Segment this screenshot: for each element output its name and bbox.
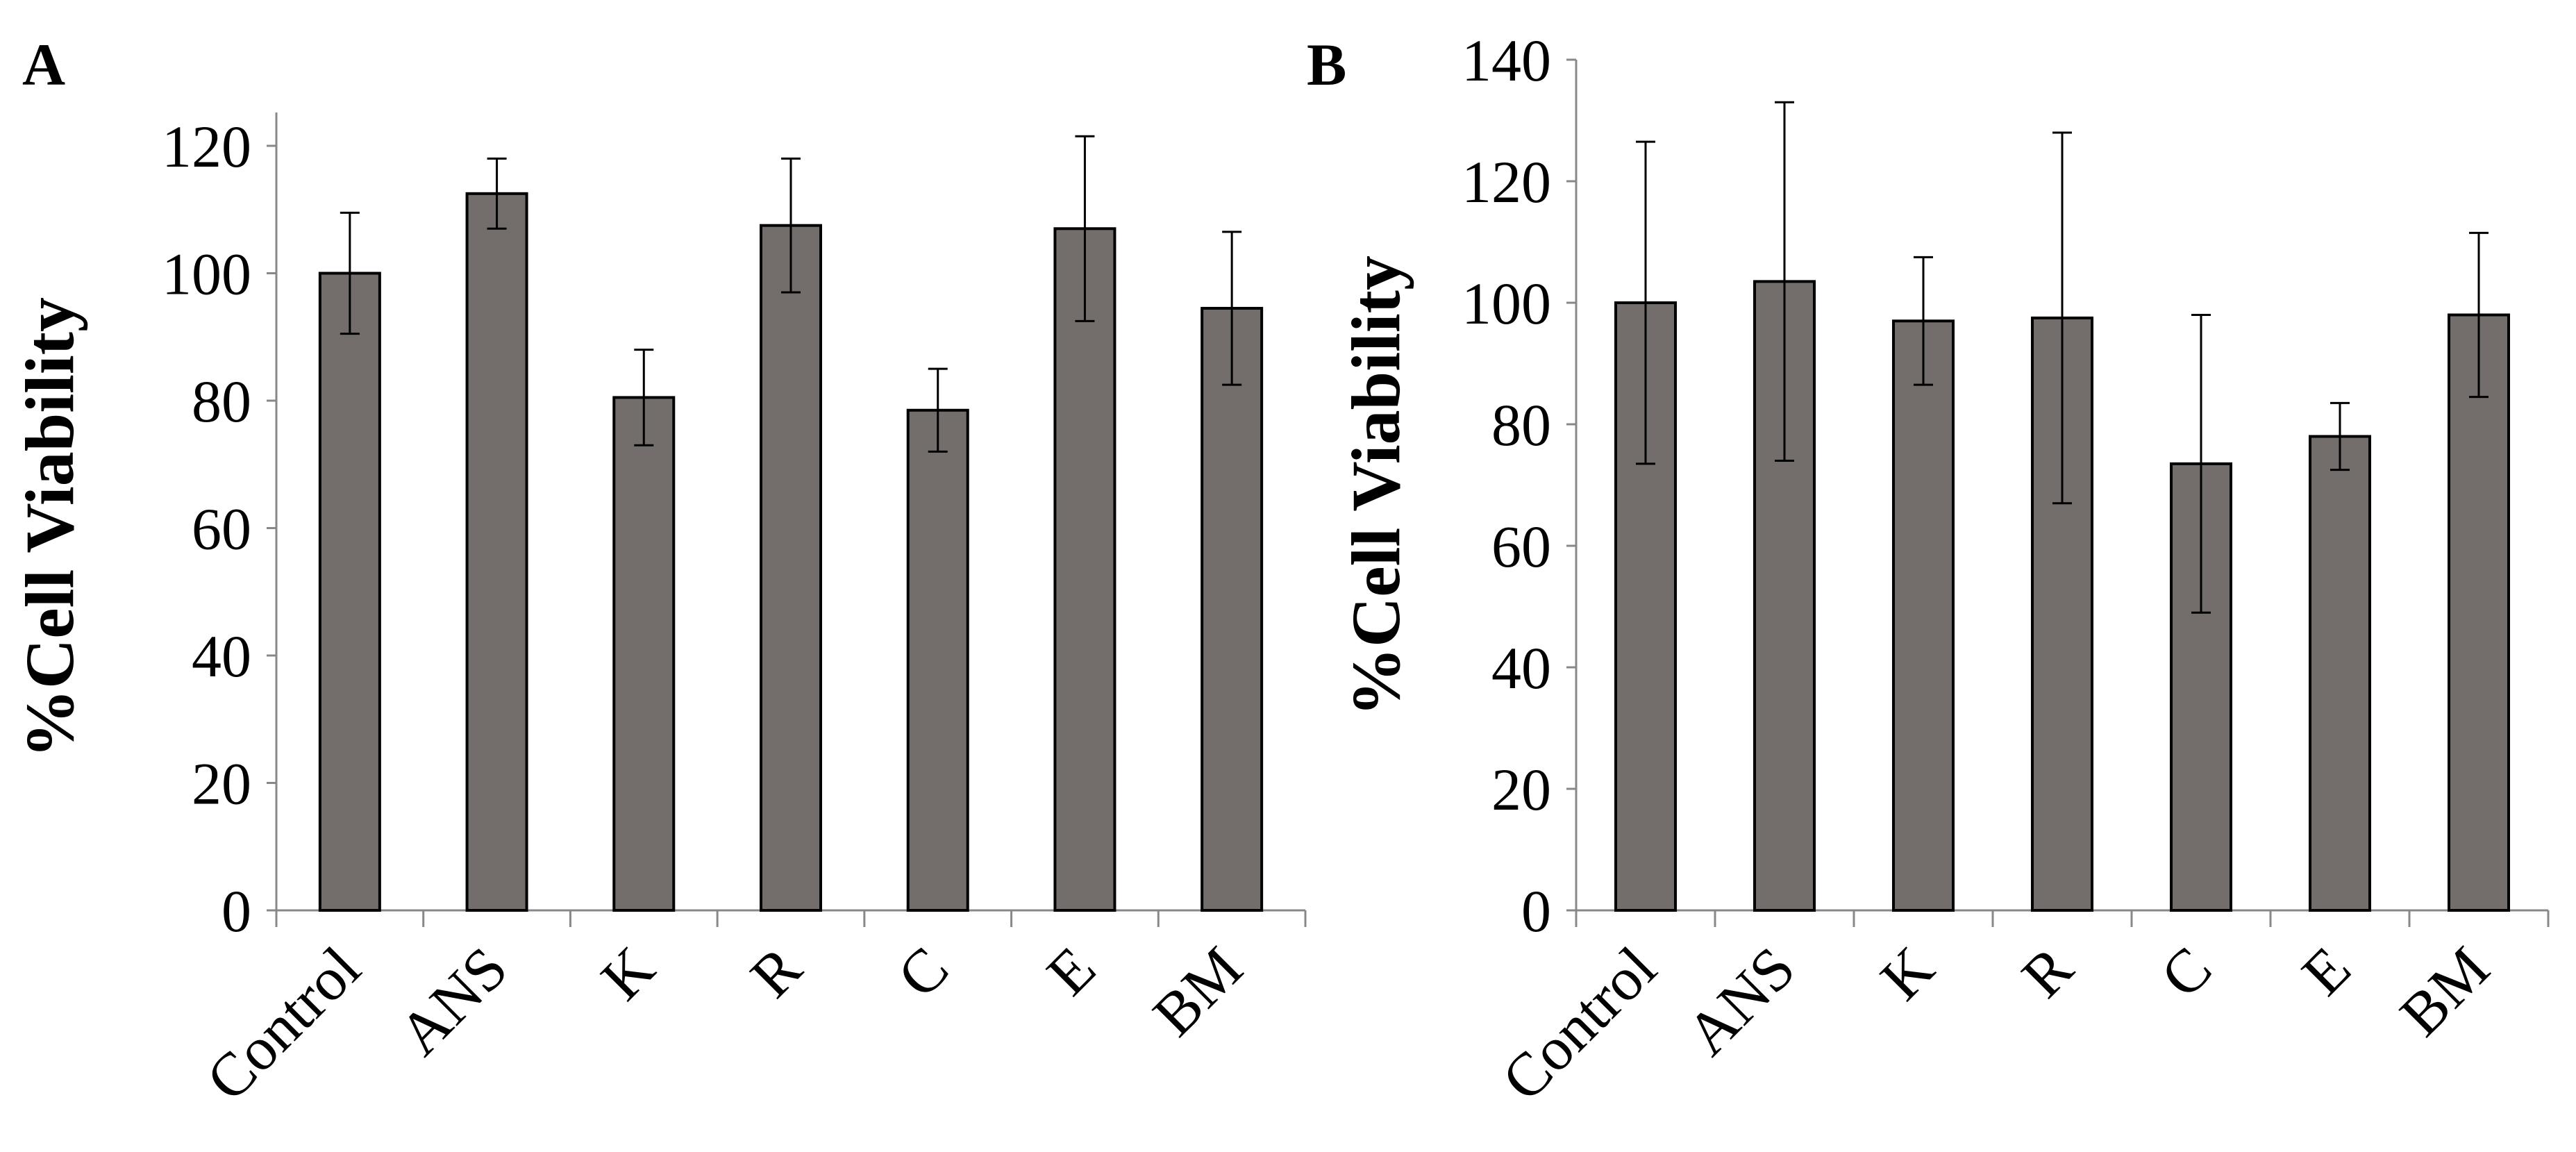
bar-bm	[2448, 313, 2510, 912]
y-tick-label: 100	[1462, 270, 1551, 337]
y-axis-title: %Cell Viability	[1337, 256, 1414, 717]
y-tick-label: 60	[192, 496, 251, 562]
y-tick-label: 0	[221, 878, 251, 944]
x-category-label: C	[2148, 935, 2225, 1011]
panel-b-chart: B %Cell Viability 0 20 40 60 80 100 120 140 Contro…	[1307, 27, 2550, 1115]
y-tick-label: 80	[192, 368, 251, 435]
y-tick-label: 120	[162, 113, 251, 180]
bar-e	[2309, 435, 2371, 912]
x-category-label: ANS	[1674, 935, 1808, 1069]
x-category-label: E	[1035, 935, 1109, 1009]
y-tick-label: 40	[192, 623, 251, 690]
x-category-label: Control	[1489, 935, 1669, 1115]
y-tick-label: 140	[1462, 27, 1551, 94]
y-tick-label: 100	[162, 241, 251, 308]
panel-letter: A	[22, 31, 65, 98]
panel-letter: B	[1307, 31, 1346, 98]
x-category-label: BM	[2388, 935, 2502, 1049]
x-category-label: Control	[194, 935, 374, 1115]
x-category-label: E	[2290, 935, 2364, 1009]
bar-bm	[1201, 306, 1264, 912]
bar-r	[760, 224, 822, 912]
bar-e	[1053, 227, 1116, 912]
y-tick-label: 120	[1462, 149, 1551, 215]
bar-k	[1892, 319, 1955, 912]
x-category-label: ANS	[387, 935, 521, 1069]
y-tick-label: 20	[192, 751, 251, 817]
x-category-label: K	[1868, 935, 1948, 1014]
y-tick-label: 40	[1491, 635, 1551, 701]
bar-control	[318, 272, 381, 912]
y-tick-label: 60	[1491, 513, 1551, 580]
bar-ans	[465, 192, 528, 912]
y-axis-title: %Cell Viability	[11, 297, 88, 758]
x-category-label: K	[589, 935, 668, 1014]
x-category-label: C	[885, 935, 962, 1011]
y-tick-label: 0	[1521, 878, 1551, 944]
panel-a-chart: A %Cell Viability 0 20 40 60 80 100 120 Control AN…	[11, 31, 1307, 1115]
y-tick-label: 20	[1491, 756, 1551, 823]
x-category-label: BM	[1141, 935, 1255, 1049]
y-tick-label: 80	[1491, 392, 1551, 458]
x-category-label: R	[2009, 934, 2086, 1010]
bar-c	[906, 408, 969, 912]
bar-k	[612, 396, 676, 912]
x-category-label: R	[738, 934, 814, 1010]
